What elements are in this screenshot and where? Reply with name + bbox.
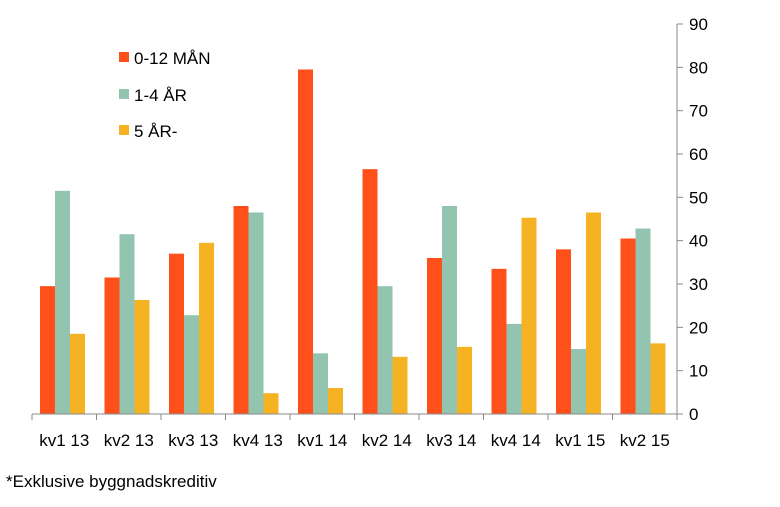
bar-3-7	[457, 346, 472, 414]
bar-2-2	[119, 234, 135, 414]
axis-group: 0 10 20 30 40 50 60 70 80 90 kv1 13 kv2 13 kv3 13 kv4…	[31, 15, 708, 450]
bar-1-7	[427, 258, 442, 414]
bar-1-8	[491, 268, 507, 414]
bar-3-5	[328, 388, 343, 414]
bar-1-9	[556, 249, 571, 414]
bar-2-7	[442, 206, 457, 414]
bars-group	[40, 69, 666, 414]
bar-1-2	[104, 277, 120, 414]
x-tick-label: kv2 13	[104, 431, 154, 450]
bar-3-3	[199, 242, 214, 414]
x-tick-label: kv2 14	[362, 431, 412, 450]
bar-2-3	[184, 315, 199, 414]
x-tick-label: kv3 14	[426, 431, 476, 450]
bar-2-1	[55, 190, 70, 414]
bar-2-10	[635, 228, 651, 414]
bar-2-6	[377, 286, 393, 414]
legend-swatch-1	[119, 52, 129, 62]
legend-swatch-2	[119, 89, 129, 99]
x-tick-label: kv4 13	[233, 431, 283, 450]
bar-3-8	[521, 217, 537, 414]
legend-label-3: 5 ÅR-	[134, 122, 177, 141]
x-tick-label: kv1 15	[555, 431, 605, 450]
bar-1-3	[169, 253, 184, 414]
bar-3-6	[392, 356, 408, 414]
y-tick-label: 0	[689, 405, 698, 424]
legend-swatch-3	[119, 125, 129, 135]
bar-3-1	[70, 333, 85, 414]
bar-3-2	[134, 300, 150, 414]
bar-1-4	[233, 206, 249, 414]
y-tick-label: 70	[689, 102, 708, 121]
y-tick-label: 40	[689, 232, 708, 251]
x-tick-label: kv1 14	[297, 431, 347, 450]
bar-3-4	[263, 393, 279, 414]
bar-2-4	[248, 212, 264, 414]
y-tick-label: 50	[689, 188, 708, 207]
legend-label-1: 0-12 MÅN	[134, 49, 211, 68]
legend: 0-12 MÅN 1-4 ÅR 5 ÅR-	[119, 49, 211, 141]
bar-2-8	[506, 323, 522, 414]
y-tick-label: 90	[689, 15, 708, 34]
footnote: *Exklusive byggnadskreditiv	[6, 472, 217, 491]
bar-1-10	[620, 238, 636, 414]
legend-label-2: 1-4 ÅR	[134, 86, 187, 105]
x-tick-label: kv4 14	[491, 431, 541, 450]
x-tick-label: kv1 13	[39, 431, 89, 450]
y-tick-label: 10	[689, 362, 708, 381]
bar-2-9	[571, 349, 586, 414]
bar-1-6	[362, 169, 378, 414]
y-tick-label: 30	[689, 275, 708, 294]
bar-3-9	[586, 212, 601, 414]
y-tick-label: 20	[689, 318, 708, 337]
bar-3-10	[650, 343, 666, 414]
y-tick-label: 80	[689, 58, 708, 77]
bar-1-1	[40, 286, 55, 414]
x-tick-label: kv2 15	[620, 431, 670, 450]
x-tick-label: kv3 13	[168, 431, 218, 450]
bar-1-5	[298, 69, 313, 414]
bar-2-5	[313, 353, 328, 414]
y-tick-label: 60	[689, 145, 708, 164]
